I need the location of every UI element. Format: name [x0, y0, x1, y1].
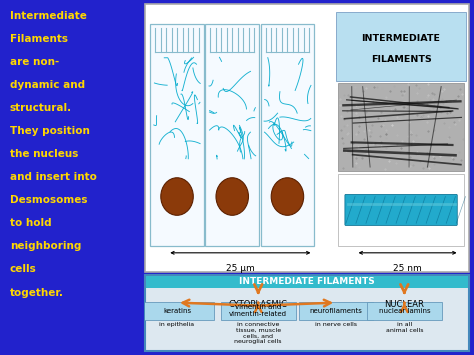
Text: Intermediate: Intermediate — [10, 11, 87, 21]
Text: in epithelia: in epithelia — [159, 322, 195, 327]
Text: to hold: to hold — [10, 218, 51, 228]
Text: are non-: are non- — [10, 57, 59, 67]
Text: dynamic and: dynamic and — [10, 80, 85, 90]
Text: in nerve cells: in nerve cells — [315, 322, 357, 327]
Text: and insert into: and insert into — [10, 172, 97, 182]
FancyBboxPatch shape — [145, 275, 469, 351]
Text: neurofilaments: neurofilaments — [310, 308, 363, 314]
Text: 25 μm: 25 μm — [226, 263, 255, 273]
Text: Filaments: Filaments — [10, 34, 68, 44]
FancyBboxPatch shape — [145, 4, 469, 272]
Text: INTERMEDIATE FILAMENTS: INTERMEDIATE FILAMENTS — [239, 277, 375, 286]
FancyBboxPatch shape — [345, 195, 457, 225]
Text: vimentin and
vimentin-related: vimentin and vimentin-related — [229, 305, 287, 317]
FancyBboxPatch shape — [140, 302, 214, 320]
Ellipse shape — [161, 178, 193, 215]
Text: INTERMEDIATE: INTERMEDIATE — [362, 34, 440, 43]
FancyBboxPatch shape — [338, 174, 465, 246]
Text: Desmosomes: Desmosomes — [10, 195, 87, 205]
FancyBboxPatch shape — [299, 302, 374, 320]
Text: neighboring: neighboring — [10, 241, 81, 251]
FancyBboxPatch shape — [221, 302, 296, 320]
Text: nuclear lamins: nuclear lamins — [379, 308, 430, 314]
Text: NUCLEAR: NUCLEAR — [384, 300, 424, 308]
Text: together.: together. — [10, 288, 64, 297]
FancyBboxPatch shape — [146, 276, 468, 288]
Text: cells: cells — [10, 264, 36, 274]
Text: They position: They position — [10, 126, 90, 136]
Ellipse shape — [271, 178, 304, 215]
Text: CYTOPLASMIC: CYTOPLASMIC — [229, 300, 288, 308]
Text: in connective
tissue, muscle
cells, and
neuroglial cells: in connective tissue, muscle cells, and … — [235, 322, 282, 344]
FancyBboxPatch shape — [261, 24, 314, 246]
FancyBboxPatch shape — [336, 12, 466, 81]
Text: FILAMENTS: FILAMENTS — [371, 55, 431, 64]
FancyBboxPatch shape — [205, 24, 259, 246]
FancyBboxPatch shape — [367, 302, 442, 320]
Text: the nucleus: the nucleus — [10, 149, 78, 159]
Ellipse shape — [216, 178, 248, 215]
Text: Intermediate filaments are ropelike fibers with a: Intermediate filaments are ropelike fibe… — [191, 290, 422, 299]
FancyBboxPatch shape — [150, 24, 204, 246]
FancyBboxPatch shape — [338, 83, 465, 171]
Text: in all
animal cells: in all animal cells — [385, 322, 423, 333]
Text: keratins: keratins — [163, 308, 191, 314]
Text: 25 nm: 25 nm — [393, 263, 422, 273]
Text: structural.: structural. — [10, 103, 72, 113]
